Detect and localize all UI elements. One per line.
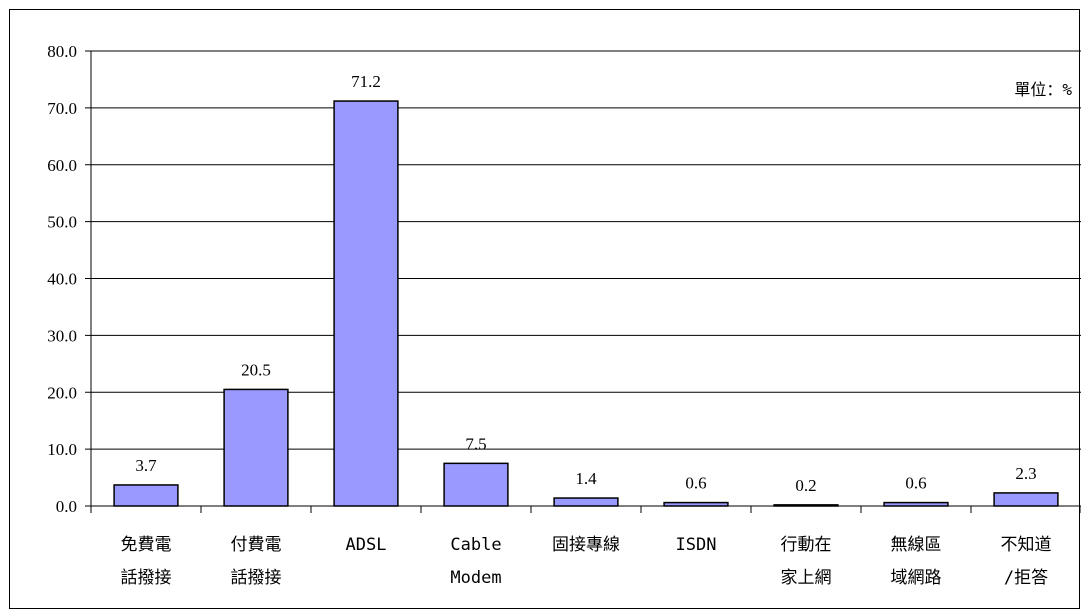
- bar: [223, 388, 289, 507]
- category-label: ADSL: [346, 535, 387, 555]
- data-label: 3.7: [135, 456, 157, 475]
- y-tick-label: 40.0: [47, 270, 77, 289]
- category-label: 話撥接: [231, 568, 282, 588]
- category-label: 固接專線: [552, 535, 620, 555]
- y-tick-label: 60.0: [47, 156, 77, 175]
- category-label: 話撥接: [121, 568, 172, 588]
- data-label: 2.3: [1015, 464, 1036, 483]
- category-label: Modem: [450, 568, 501, 588]
- data-label: 20.5: [241, 360, 271, 379]
- category-label: 無線區: [891, 535, 942, 555]
- category-label: 免費電: [121, 535, 172, 555]
- data-label: 7.5: [465, 434, 486, 453]
- bar: [553, 497, 619, 507]
- category-label: ISDN: [676, 535, 717, 555]
- data-label: 1.4: [575, 469, 597, 488]
- bar: [443, 462, 509, 507]
- bar-chart: 0.0 10.0 20.0 30.0 40.0 50.0 60.0 70.0 80.0 3.7 免費…: [47, 42, 1082, 588]
- y-tick-label: 0.0: [56, 497, 77, 516]
- data-label: 0.6: [905, 474, 926, 493]
- y-tick-label: 80.0: [47, 42, 77, 61]
- chart-frame: 0.0 10.0 20.0 30.0 40.0 50.0 60.0 70.0 80.0 3.7 免費…: [9, 9, 1082, 609]
- data-label: 71.2: [351, 72, 381, 91]
- category-label: /拒答: [1004, 568, 1048, 588]
- bar: [663, 501, 729, 507]
- bar: [883, 501, 949, 507]
- data-label: 0.6: [685, 474, 706, 493]
- bar: [113, 484, 179, 507]
- category-label: Cable: [450, 535, 501, 555]
- data-label: 0.2: [795, 476, 816, 495]
- category-label: 家上網: [781, 568, 832, 588]
- y-tick-label: 70.0: [47, 99, 77, 118]
- y-tick-label: 20.0: [47, 383, 77, 402]
- category-label: 行動在: [781, 535, 832, 555]
- category-label: 域網路: [891, 568, 942, 588]
- bar: [993, 492, 1059, 507]
- category-label: 不知道: [1001, 535, 1052, 555]
- unit-label: 單位：%: [1014, 80, 1072, 99]
- y-tick-label: 10.0: [47, 440, 77, 459]
- category-label: 付費電: [231, 535, 282, 555]
- bar: [333, 100, 399, 507]
- y-tick-label: 30.0: [47, 326, 77, 345]
- y-tick-label: 50.0: [47, 213, 77, 232]
